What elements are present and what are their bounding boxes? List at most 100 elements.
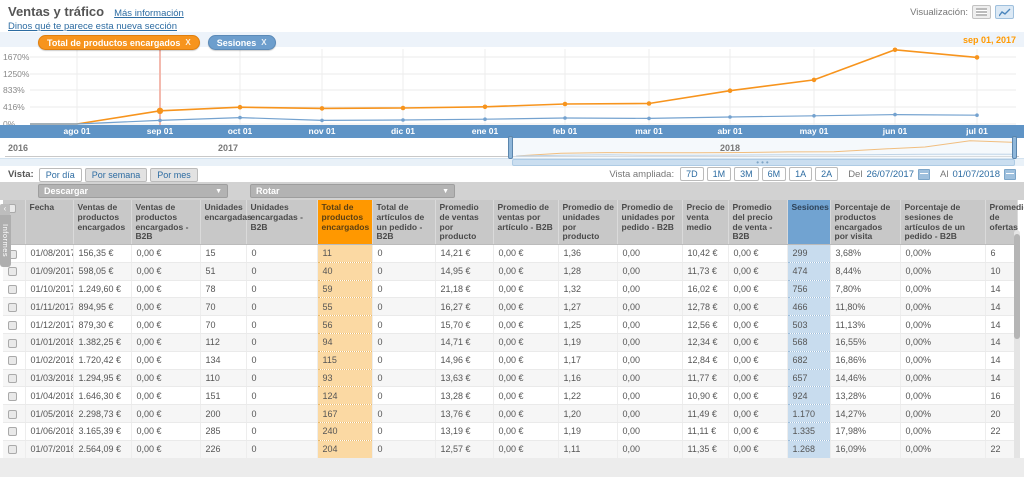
- column-header[interactable]: Porcentaje de sesiones de artículos de u…: [900, 200, 985, 245]
- table-cell: 01/05/2018: [25, 405, 73, 423]
- more-info-link[interactable]: Más información: [114, 8, 184, 19]
- table-cell: 0,00%: [900, 351, 985, 369]
- column-header[interactable]: Ventas de productos encargados: [73, 200, 131, 245]
- chart-plot-area[interactable]: 1670%1250%833%416%0%: [0, 47, 1024, 125]
- table-cell: 0,00%: [900, 262, 985, 280]
- table-cell: 14: [985, 369, 1017, 387]
- table-cell: 0,00 €: [728, 262, 787, 280]
- column-header[interactable]: Promedio del precio de venta - B2B: [728, 200, 787, 245]
- column-header[interactable]: Promedio de ventas por producto: [435, 200, 493, 245]
- row-checkbox[interactable]: [8, 285, 17, 294]
- table-scrollbar[interactable]: [1014, 230, 1020, 477]
- table-cell: 285: [200, 423, 246, 441]
- view-option-por-día[interactable]: Por día: [39, 168, 82, 182]
- range-option-6m[interactable]: 6M: [762, 167, 787, 181]
- sales-table-wrap: FechaVentas de productos encargadosVenta…: [3, 200, 1017, 459]
- column-header[interactable]: Promedio de unidades por pedido - B2B: [617, 200, 682, 245]
- table-cell: 0,00%: [900, 387, 985, 405]
- rotate-dropdown[interactable]: Rotar ▼: [250, 184, 455, 198]
- column-header[interactable]: Promedio de ofertas: [985, 200, 1017, 245]
- view-option-por-semana[interactable]: Por semana: [85, 168, 148, 182]
- metric-chip-orange[interactable]: Total de productos encargadosX: [38, 35, 200, 50]
- column-header[interactable]: Sesiones: [787, 200, 830, 245]
- table-cell: 112: [200, 334, 246, 352]
- row-checkbox[interactable]: [8, 321, 17, 330]
- table-cell: 0,00 €: [728, 440, 787, 458]
- table-cell: 11: [317, 245, 372, 263]
- table-cell: 01/03/2018: [25, 369, 73, 387]
- row-checkbox[interactable]: [8, 374, 17, 383]
- collapse-chevron-icon[interactable]: ‹: [0, 204, 10, 215]
- feedback-link[interactable]: Dinos qué te parece esta nueva sección: [8, 21, 1016, 32]
- column-header[interactable]: Precio de venta medio: [682, 200, 728, 245]
- from-date-field[interactable]: 26/07/2017: [866, 169, 914, 180]
- table-view-button[interactable]: [972, 5, 991, 19]
- table-cell: 11,35 €: [682, 440, 728, 458]
- month-axis-label: sep 01: [120, 126, 200, 136]
- table-cell: 0,00%: [900, 405, 985, 423]
- column-header[interactable]: Promedio de ventas por artículo - B2B: [493, 200, 558, 245]
- row-checkbox[interactable]: [8, 392, 17, 401]
- row-checkbox[interactable]: [8, 303, 17, 312]
- brush-handle-left[interactable]: [508, 136, 513, 159]
- range-option-7d[interactable]: 7D: [680, 167, 704, 181]
- column-header[interactable]: Ventas de productos encargados - B2B: [131, 200, 200, 245]
- from-label: Del: [848, 169, 862, 180]
- row-checkbox[interactable]: [8, 445, 17, 454]
- range-option-2a[interactable]: 2A: [815, 167, 838, 181]
- range-option-1m[interactable]: 1M: [707, 167, 732, 181]
- column-header[interactable]: Promedio de unidades por producto: [558, 200, 617, 245]
- table-cell: 11,73 €: [682, 262, 728, 280]
- column-header[interactable]: Porcentaje de productos encargados por v…: [830, 200, 900, 245]
- range-option-1a[interactable]: 1A: [789, 167, 812, 181]
- table-cell: 0: [246, 387, 317, 405]
- line-chart-icon: [999, 8, 1011, 17]
- column-header[interactable]: Unidades encargadas - B2B: [246, 200, 317, 245]
- table-cell: 51: [200, 262, 246, 280]
- table-cell: 240: [317, 423, 372, 441]
- table-cell: 299: [787, 245, 830, 263]
- metric-chip-blue[interactable]: SesionesX: [208, 35, 276, 50]
- chart-view-button[interactable]: [995, 5, 1014, 19]
- range-option-3m[interactable]: 3M: [734, 167, 759, 181]
- table-cell: 0: [246, 405, 317, 423]
- ventas-y-trafico-page: Ventas y tráfico Más información Visuali…: [0, 0, 1024, 477]
- download-dropdown[interactable]: Descargar ▼: [38, 184, 228, 198]
- brush-handle-right[interactable]: [1012, 136, 1017, 159]
- row-checkbox-cell: [3, 334, 25, 352]
- table-scrollbar-thumb[interactable]: [1014, 234, 1020, 339]
- from-calendar-icon[interactable]: [918, 169, 930, 180]
- view-toolbar: Vista: Por díaPor semanaPor mes Vista am…: [0, 166, 1024, 182]
- row-checkbox[interactable]: [8, 410, 17, 419]
- table-cell: 93: [317, 369, 372, 387]
- row-checkbox[interactable]: [8, 267, 17, 276]
- table-cell: 01/07/2018: [25, 440, 73, 458]
- table-cell: 0,00 €: [493, 262, 558, 280]
- table-cell: 11,49 €: [682, 405, 728, 423]
- table-cell: 0,00: [617, 262, 682, 280]
- table-cell: 0,00 €: [493, 316, 558, 334]
- table-cell: 94: [317, 334, 372, 352]
- column-header[interactable]: Fecha: [25, 200, 73, 245]
- brush-selection[interactable]: [512, 138, 1016, 158]
- column-header[interactable]: Total de productos encargados: [317, 200, 372, 245]
- row-checkbox[interactable]: [8, 427, 17, 436]
- row-checkbox[interactable]: [8, 356, 17, 365]
- timeline-brush[interactable]: 201620172018: [0, 138, 1024, 158]
- column-header[interactable]: Total de artículos de un pedido - B2B: [372, 200, 435, 245]
- table-cell: 7,80%: [830, 280, 900, 298]
- to-calendar-icon[interactable]: [1004, 169, 1016, 180]
- timeline-scrollbar-thumb[interactable]: •••: [512, 159, 1015, 166]
- view-option-por-mes[interactable]: Por mes: [150, 168, 198, 182]
- table-cell: 0,00%: [900, 245, 985, 263]
- table-cell: 20: [985, 405, 1017, 423]
- table-cell: 14,21 €: [435, 245, 493, 263]
- month-axis-label: nov 01: [282, 126, 362, 136]
- chip-close-icon[interactable]: X: [261, 38, 266, 47]
- column-header[interactable]: Unidades encargadas: [200, 200, 246, 245]
- chip-close-icon[interactable]: X: [185, 38, 190, 47]
- to-date-field[interactable]: 01/07/2018: [952, 169, 1000, 180]
- table-cell: 1,22: [558, 387, 617, 405]
- informes-side-tab[interactable]: ‹ Informes: [0, 204, 11, 267]
- row-checkbox[interactable]: [8, 339, 17, 348]
